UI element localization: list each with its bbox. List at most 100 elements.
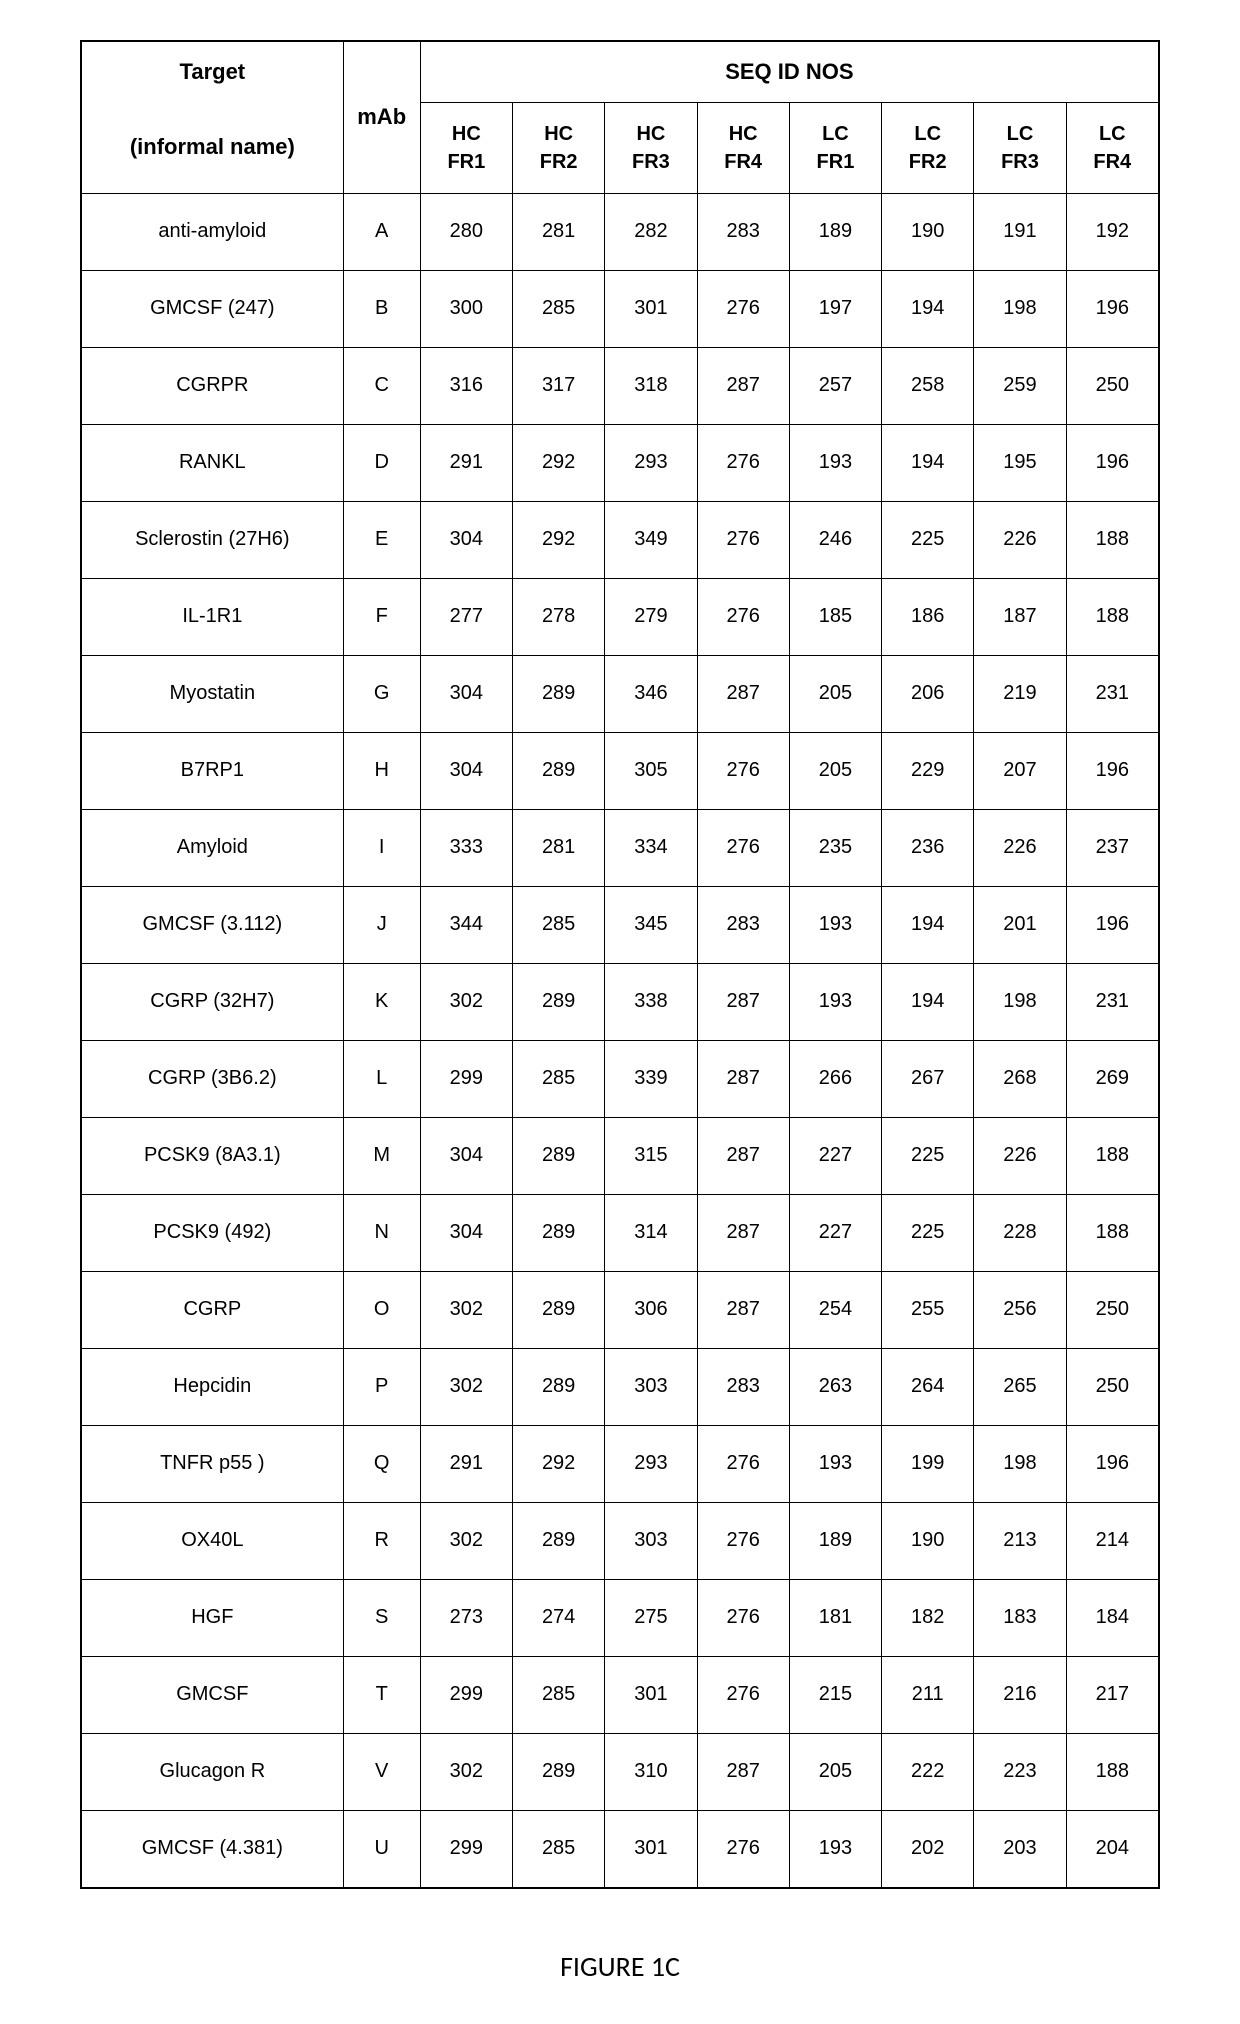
cell-value: 191 [974, 193, 1066, 270]
cell-target: GMCSF (3.112) [81, 886, 343, 963]
table-row: Glucagon RV302289310287205222223188 [81, 1733, 1159, 1810]
cell-target: RANKL [81, 424, 343, 501]
cell-value: 303 [605, 1502, 697, 1579]
cell-value: 278 [513, 578, 605, 655]
cell-value: 257 [789, 347, 881, 424]
cell-value: 289 [513, 1502, 605, 1579]
cell-value: 304 [420, 1194, 512, 1271]
cell-value: 292 [513, 424, 605, 501]
cell-value: 274 [513, 1579, 605, 1656]
cell-value: 228 [974, 1194, 1066, 1271]
cell-value: 269 [1066, 1040, 1159, 1117]
cell-target: Myostatin [81, 655, 343, 732]
col-lc-fr2-l1: LC [914, 123, 941, 145]
col-lc-fr3-l2: FR3 [1001, 151, 1039, 173]
cell-value: 183 [974, 1579, 1066, 1656]
cell-value: 259 [974, 347, 1066, 424]
table-row: PCSK9 (492)N304289314287227225228188 [81, 1194, 1159, 1271]
cell-value: 302 [420, 1271, 512, 1348]
cell-value: 190 [882, 193, 974, 270]
col-lc-fr4: LC FR4 [1066, 102, 1159, 193]
cell-value: 188 [1066, 1117, 1159, 1194]
cell-value: 202 [882, 1810, 974, 1888]
cell-mab: C [343, 347, 420, 424]
cell-value: 289 [513, 1348, 605, 1425]
col-lc-fr3-l1: LC [1007, 123, 1034, 145]
cell-value: 281 [513, 809, 605, 886]
cell-value: 254 [789, 1271, 881, 1348]
cell-value: 225 [882, 1194, 974, 1271]
col-hc-fr1: HC FR1 [420, 102, 512, 193]
table-row: AmyloidI333281334276235236226237 [81, 809, 1159, 886]
cell-value: 287 [697, 1117, 789, 1194]
table-row: GMCSFT299285301276215211216217 [81, 1656, 1159, 1733]
cell-value: 285 [513, 1040, 605, 1117]
col-lc-fr2-l2: FR2 [909, 151, 947, 173]
cell-value: 299 [420, 1810, 512, 1888]
cell-value: 303 [605, 1348, 697, 1425]
table-row: PCSK9 (8A3.1)M304289315287227225226188 [81, 1117, 1159, 1194]
table-row: B7RP1H304289305276205229207196 [81, 732, 1159, 809]
cell-value: 225 [882, 1117, 974, 1194]
table-row: CGRP (3B6.2)L299285339287266267268269 [81, 1040, 1159, 1117]
cell-value: 276 [697, 809, 789, 886]
cell-mab: L [343, 1040, 420, 1117]
cell-value: 289 [513, 1117, 605, 1194]
cell-value: 306 [605, 1271, 697, 1348]
cell-value: 187 [974, 578, 1066, 655]
col-target-header-bot: (informal name) [81, 102, 343, 193]
cell-mab: P [343, 1348, 420, 1425]
cell-value: 299 [420, 1656, 512, 1733]
col-hc-fr4: HC FR4 [697, 102, 789, 193]
cell-value: 315 [605, 1117, 697, 1194]
cell-value: 291 [420, 1425, 512, 1502]
cell-value: 314 [605, 1194, 697, 1271]
cell-mab: S [343, 1579, 420, 1656]
cell-value: 285 [513, 886, 605, 963]
cell-value: 304 [420, 501, 512, 578]
cell-value: 276 [697, 578, 789, 655]
cell-value: 236 [882, 809, 974, 886]
cell-value: 196 [1066, 732, 1159, 809]
cell-value: 310 [605, 1733, 697, 1810]
cell-value: 193 [789, 424, 881, 501]
table-row: CGRPRC316317318287257258259250 [81, 347, 1159, 424]
cell-value: 196 [1066, 270, 1159, 347]
cell-value: 287 [697, 1271, 789, 1348]
table-row: anti-amyloidA280281282283189190191192 [81, 193, 1159, 270]
cell-value: 266 [789, 1040, 881, 1117]
cell-value: 302 [420, 1502, 512, 1579]
table-row: HepcidinP302289303283263264265250 [81, 1348, 1159, 1425]
cell-target: anti-amyloid [81, 193, 343, 270]
cell-mab: E [343, 501, 420, 578]
cell-value: 189 [789, 193, 881, 270]
cell-value: 235 [789, 809, 881, 886]
cell-value: 193 [789, 886, 881, 963]
cell-target: Sclerostin (27H6) [81, 501, 343, 578]
col-lc-fr2: LC FR2 [882, 102, 974, 193]
cell-target: CGRP (32H7) [81, 963, 343, 1040]
cell-target: GMCSF (4.381) [81, 1810, 343, 1888]
cell-value: 225 [882, 501, 974, 578]
cell-value: 205 [789, 655, 881, 732]
cell-value: 188 [1066, 501, 1159, 578]
cell-value: 302 [420, 1348, 512, 1425]
cell-value: 250 [1066, 347, 1159, 424]
table-row: MyostatinG304289346287205206219231 [81, 655, 1159, 732]
cell-mab: G [343, 655, 420, 732]
cell-value: 188 [1066, 578, 1159, 655]
cell-value: 285 [513, 1810, 605, 1888]
cell-mab: N [343, 1194, 420, 1271]
cell-value: 237 [1066, 809, 1159, 886]
cell-mab: T [343, 1656, 420, 1733]
cell-value: 276 [697, 424, 789, 501]
cell-value: 256 [974, 1271, 1066, 1348]
cell-value: 339 [605, 1040, 697, 1117]
cell-value: 201 [974, 886, 1066, 963]
cell-value: 196 [1066, 886, 1159, 963]
table-row: CGRPO302289306287254255256250 [81, 1271, 1159, 1348]
cell-value: 198 [974, 1425, 1066, 1502]
cell-mab: H [343, 732, 420, 809]
cell-value: 346 [605, 655, 697, 732]
cell-value: 226 [974, 809, 1066, 886]
